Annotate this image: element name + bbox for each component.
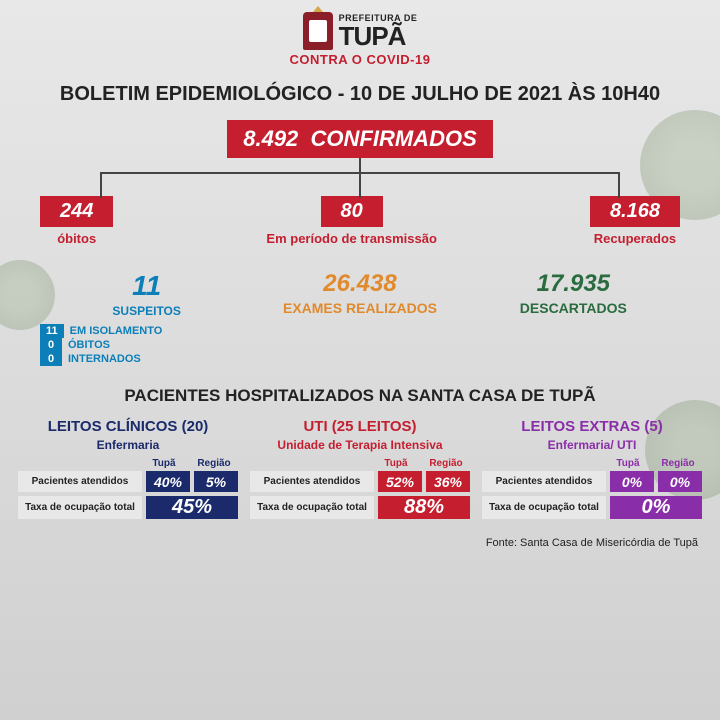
suspects-value: 11	[40, 270, 253, 302]
badge-label: ÓBITOS	[68, 339, 110, 351]
confirmed-box: 8.492 CONFIRMADOS	[227, 120, 493, 158]
mid-row: 11 SUSPEITOS 11 EM ISOLAMENTO 0 ÓBITOS 0 IN…	[0, 270, 720, 366]
stat-deaths: 244 óbitos	[40, 196, 113, 246]
discarded-value: 17.935	[467, 270, 680, 298]
panel-row: Pacientes atendidos 0% 0%	[482, 471, 702, 492]
panel-subtitle: Enfermaria	[18, 438, 238, 452]
list-item: 0 INTERNADOS	[40, 352, 253, 366]
exams-value: 26.438	[253, 270, 466, 298]
confirmed-value: 8.492	[243, 126, 298, 151]
pct-total: 45%	[146, 496, 238, 519]
panel-title: UTI (25 LEITOS)	[250, 418, 470, 435]
suspects-label: SUSPEITOS	[40, 304, 253, 318]
pct-tupa: 52%	[378, 471, 422, 492]
exams-col: 26.438 EXAMES REALIZADOS	[253, 270, 466, 366]
tree-row: 244 óbitos 80 Em período de transmissão …	[0, 196, 720, 246]
panel-title: LEITOS CLÍNICOS (20)	[18, 418, 238, 435]
col-regiao: Região	[192, 458, 236, 469]
stat-recovered: 8.168 Recuperados	[590, 196, 680, 246]
subtitle: CONTRA O COVID-19	[0, 52, 720, 67]
hospital-title: PACIENTES HOSPITALIZADOS NA SANTA CASA D…	[0, 386, 720, 406]
stat-label: Recuperados	[590, 231, 680, 246]
col-regiao: Região	[424, 458, 468, 469]
panel-uti: UTI (25 LEITOS) Unidade de Terapia Inten…	[250, 418, 470, 523]
pct-regiao: 36%	[426, 471, 470, 492]
badge-label: INTERNADOS	[68, 353, 141, 365]
panel-extras: LEITOS EXTRAS (5) Enfermaria/ UTI Tupã Re…	[482, 418, 702, 523]
pct-total: 0%	[610, 496, 702, 519]
pct-total: 88%	[378, 496, 470, 519]
pct-header: Tupã Região	[482, 458, 702, 469]
stat-value: 80	[321, 196, 383, 227]
bulletin-container: PREFEITURA DE TUPÃ CONTRA O COVID-19 BOL…	[0, 0, 720, 720]
pct-tupa: 0%	[610, 471, 654, 492]
panel-subtitle: Enfermaria/ UTI	[482, 438, 702, 452]
bulletin-title: BOLETIM EPIDEMIOLÓGICO - 10 DE JULHO DE …	[0, 83, 720, 106]
panel-row: Pacientes atendidos 40% 5%	[18, 471, 238, 492]
panel-row: Taxa de ocupação total 88%	[250, 496, 470, 519]
stat-value: 8.168	[590, 196, 680, 227]
confirmed-label: CONFIRMADOS	[311, 126, 477, 151]
panel-subtitle: Unidade de Terapia Intensiva	[250, 438, 470, 452]
panel-clinical: LEITOS CLÍNICOS (20) Enfermaria Tupã Regi…	[18, 418, 238, 523]
badge-label: EM ISOLAMENTO	[70, 325, 163, 337]
list-item: 0 ÓBITOS	[40, 338, 253, 352]
row-label: Pacientes atendidos	[250, 471, 374, 492]
exams-label: EXAMES REALIZADOS	[253, 300, 466, 316]
city-crest-icon	[303, 12, 333, 50]
city-text: PREFEITURA DE TUPÃ	[339, 14, 418, 49]
row-label: Taxa de ocupação total	[18, 496, 142, 519]
panel-row: Taxa de ocupação total 45%	[18, 496, 238, 519]
stat-transmission: 80 Em período de transmissão	[266, 196, 437, 246]
row-label: Taxa de ocupação total	[250, 496, 374, 519]
panel-row: Pacientes atendidos 52% 36%	[250, 471, 470, 492]
badge: 0	[40, 338, 62, 352]
col-tupa: Tupã	[606, 458, 650, 469]
list-item: 11 EM ISOLAMENTO	[40, 324, 253, 338]
source-label: Fonte: Santa Casa de Misericórdia de Tup…	[0, 523, 720, 549]
badge: 0	[40, 352, 62, 366]
suspects-col: 11 SUSPEITOS 11 EM ISOLAMENTO 0 ÓBITOS 0 IN…	[40, 270, 253, 366]
row-label: Pacientes atendidos	[482, 471, 606, 492]
row-label: Pacientes atendidos	[18, 471, 142, 492]
header: PREFEITURA DE TUPÃ CONTRA O COVID-19	[0, 0, 720, 73]
pct-header: Tupã Região	[18, 458, 238, 469]
panel-row: Taxa de ocupação total 0%	[482, 496, 702, 519]
stat-label: óbitos	[40, 231, 113, 246]
tree-connectors	[40, 158, 680, 198]
logo-row: PREFEITURA DE TUPÃ	[0, 12, 720, 50]
row-label: Taxa de ocupação total	[482, 496, 606, 519]
panel-title: LEITOS EXTRAS (5)	[482, 418, 702, 435]
col-tupa: Tupã	[374, 458, 418, 469]
suspects-list: 11 EM ISOLAMENTO 0 ÓBITOS 0 INTERNADOS	[40, 324, 253, 366]
pct-regiao: 0%	[658, 471, 702, 492]
city-name: TUPÃ	[339, 23, 418, 49]
stat-label: Em período de transmissão	[266, 231, 437, 246]
tree-chart: 8.492 CONFIRMADOS 244 óbitos 80 Em perío…	[0, 120, 720, 246]
badge: 11	[40, 324, 64, 338]
discarded-col: 17.935 DESCARTADOS	[467, 270, 680, 366]
col-regiao: Região	[656, 458, 700, 469]
pct-regiao: 5%	[194, 471, 238, 492]
pct-header: Tupã Região	[250, 458, 470, 469]
stat-value: 244	[40, 196, 113, 227]
col-tupa: Tupã	[142, 458, 186, 469]
panels-row: LEITOS CLÍNICOS (20) Enfermaria Tupã Regi…	[0, 418, 720, 523]
discarded-label: DESCARTADOS	[467, 300, 680, 316]
pct-tupa: 40%	[146, 471, 190, 492]
